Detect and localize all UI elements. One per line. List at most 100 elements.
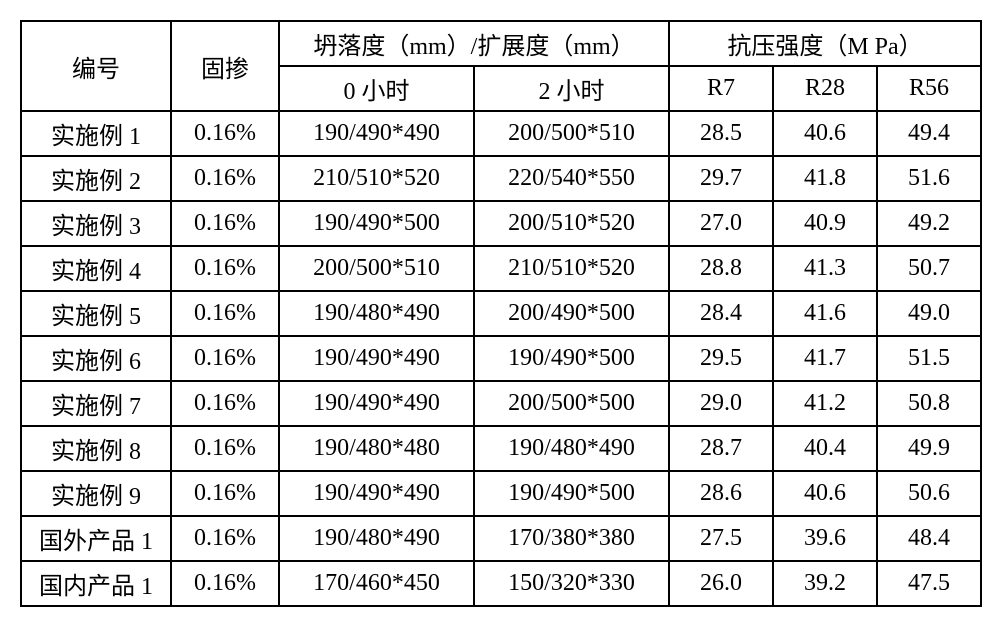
cell-slump-2h: 200/490*500 <box>474 291 669 336</box>
cell-r28: 40.9 <box>773 201 877 246</box>
data-table: 编号 固掺 坍落度（mm）/扩展度（mm） 抗压强度（M Pa） 0 小时 2 … <box>20 20 982 607</box>
cell-r7: 28.7 <box>669 426 773 471</box>
table-row: 实施例 10.16%190/490*490200/500*51028.540.6… <box>21 111 981 156</box>
cell-r7: 29.7 <box>669 156 773 201</box>
cell-dosage: 0.16% <box>171 561 279 606</box>
cell-id: 实施例 7 <box>21 381 171 426</box>
cell-r28: 40.4 <box>773 426 877 471</box>
cell-r56: 49.0 <box>877 291 981 336</box>
cell-slump-2h: 220/540*550 <box>474 156 669 201</box>
table-row: 实施例 90.16%190/490*490190/490*50028.640.6… <box>21 471 981 516</box>
table-row: 国内产品 10.16%170/460*450150/320*33026.039.… <box>21 561 981 606</box>
header-row-1: 编号 固掺 坍落度（mm）/扩展度（mm） 抗压强度（M Pa） <box>21 21 981 66</box>
cell-r28: 41.2 <box>773 381 877 426</box>
cell-r7: 28.6 <box>669 471 773 516</box>
cell-r28: 40.6 <box>773 471 877 516</box>
cell-dosage: 0.16% <box>171 111 279 156</box>
cell-r28: 39.2 <box>773 561 877 606</box>
header-r28: R28 <box>773 66 877 111</box>
cell-r56: 47.5 <box>877 561 981 606</box>
table-row: 实施例 70.16%190/490*490200/500*50029.041.2… <box>21 381 981 426</box>
cell-slump-0h: 190/480*490 <box>279 516 474 561</box>
cell-dosage: 0.16% <box>171 201 279 246</box>
header-slump-2h: 2 小时 <box>474 66 669 111</box>
cell-slump-2h: 200/500*500 <box>474 381 669 426</box>
cell-slump-0h: 190/490*490 <box>279 336 474 381</box>
cell-slump-0h: 190/480*480 <box>279 426 474 471</box>
cell-id: 国内产品 1 <box>21 561 171 606</box>
cell-slump-0h: 200/500*510 <box>279 246 474 291</box>
cell-r56: 48.4 <box>877 516 981 561</box>
cell-slump-0h: 190/490*500 <box>279 201 474 246</box>
cell-slump-2h: 190/480*490 <box>474 426 669 471</box>
cell-dosage: 0.16% <box>171 246 279 291</box>
cell-r56: 49.2 <box>877 201 981 246</box>
cell-r56: 50.6 <box>877 471 981 516</box>
cell-r7: 28.5 <box>669 111 773 156</box>
cell-slump-2h: 190/490*500 <box>474 336 669 381</box>
cell-dosage: 0.16% <box>171 381 279 426</box>
cell-id: 实施例 8 <box>21 426 171 471</box>
cell-r7: 29.5 <box>669 336 773 381</box>
cell-r7: 29.0 <box>669 381 773 426</box>
cell-r56: 49.9 <box>877 426 981 471</box>
header-r7: R7 <box>669 66 773 111</box>
cell-slump-0h: 190/490*490 <box>279 381 474 426</box>
cell-id: 实施例 2 <box>21 156 171 201</box>
cell-id: 实施例 3 <box>21 201 171 246</box>
cell-id: 实施例 9 <box>21 471 171 516</box>
table-row: 实施例 60.16%190/490*490190/490*50029.541.7… <box>21 336 981 381</box>
table-header: 编号 固掺 坍落度（mm）/扩展度（mm） 抗压强度（M Pa） 0 小时 2 … <box>21 21 981 111</box>
header-strength: 抗压强度（M Pa） <box>669 21 981 66</box>
cell-slump-2h: 190/490*500 <box>474 471 669 516</box>
cell-dosage: 0.16% <box>171 516 279 561</box>
cell-slump-0h: 190/490*490 <box>279 471 474 516</box>
cell-id: 实施例 4 <box>21 246 171 291</box>
cell-slump-0h: 190/480*490 <box>279 291 474 336</box>
cell-r28: 41.3 <box>773 246 877 291</box>
cell-r28: 41.6 <box>773 291 877 336</box>
cell-r28: 41.7 <box>773 336 877 381</box>
cell-r56: 50.8 <box>877 381 981 426</box>
cell-dosage: 0.16% <box>171 336 279 381</box>
cell-slump-2h: 210/510*520 <box>474 246 669 291</box>
cell-slump-2h: 200/510*520 <box>474 201 669 246</box>
cell-id: 实施例 5 <box>21 291 171 336</box>
header-r56: R56 <box>877 66 981 111</box>
header-slump: 坍落度（mm）/扩展度（mm） <box>279 21 669 66</box>
cell-r56: 51.5 <box>877 336 981 381</box>
cell-r7: 28.8 <box>669 246 773 291</box>
header-id: 编号 <box>21 21 171 111</box>
table-row: 实施例 40.16%200/500*510210/510*52028.841.3… <box>21 246 981 291</box>
cell-r56: 50.7 <box>877 246 981 291</box>
cell-slump-0h: 190/490*490 <box>279 111 474 156</box>
table-row: 实施例 50.16%190/480*490200/490*50028.441.6… <box>21 291 981 336</box>
cell-r56: 49.4 <box>877 111 981 156</box>
cell-r7: 27.0 <box>669 201 773 246</box>
cell-slump-0h: 170/460*450 <box>279 561 474 606</box>
cell-r28: 41.8 <box>773 156 877 201</box>
cell-slump-2h: 170/380*380 <box>474 516 669 561</box>
table-row: 实施例 20.16%210/510*520220/540*55029.741.8… <box>21 156 981 201</box>
cell-r28: 39.6 <box>773 516 877 561</box>
cell-r28: 40.6 <box>773 111 877 156</box>
cell-dosage: 0.16% <box>171 426 279 471</box>
cell-slump-2h: 200/500*510 <box>474 111 669 156</box>
cell-id: 实施例 6 <box>21 336 171 381</box>
table-body: 实施例 10.16%190/490*490200/500*51028.540.6… <box>21 111 981 606</box>
cell-id: 国外产品 1 <box>21 516 171 561</box>
cell-r7: 28.4 <box>669 291 773 336</box>
cell-dosage: 0.16% <box>171 291 279 336</box>
cell-r56: 51.6 <box>877 156 981 201</box>
cell-r7: 27.5 <box>669 516 773 561</box>
cell-slump-0h: 210/510*520 <box>279 156 474 201</box>
cell-dosage: 0.16% <box>171 471 279 516</box>
table-row: 国外产品 10.16%190/480*490170/380*38027.539.… <box>21 516 981 561</box>
header-dosage: 固掺 <box>171 21 279 111</box>
cell-slump-2h: 150/320*330 <box>474 561 669 606</box>
header-slump-0h: 0 小时 <box>279 66 474 111</box>
table-row: 实施例 80.16%190/480*480190/480*49028.740.4… <box>21 426 981 471</box>
cell-id: 实施例 1 <box>21 111 171 156</box>
table-row: 实施例 30.16%190/490*500200/510*52027.040.9… <box>21 201 981 246</box>
cell-r7: 26.0 <box>669 561 773 606</box>
